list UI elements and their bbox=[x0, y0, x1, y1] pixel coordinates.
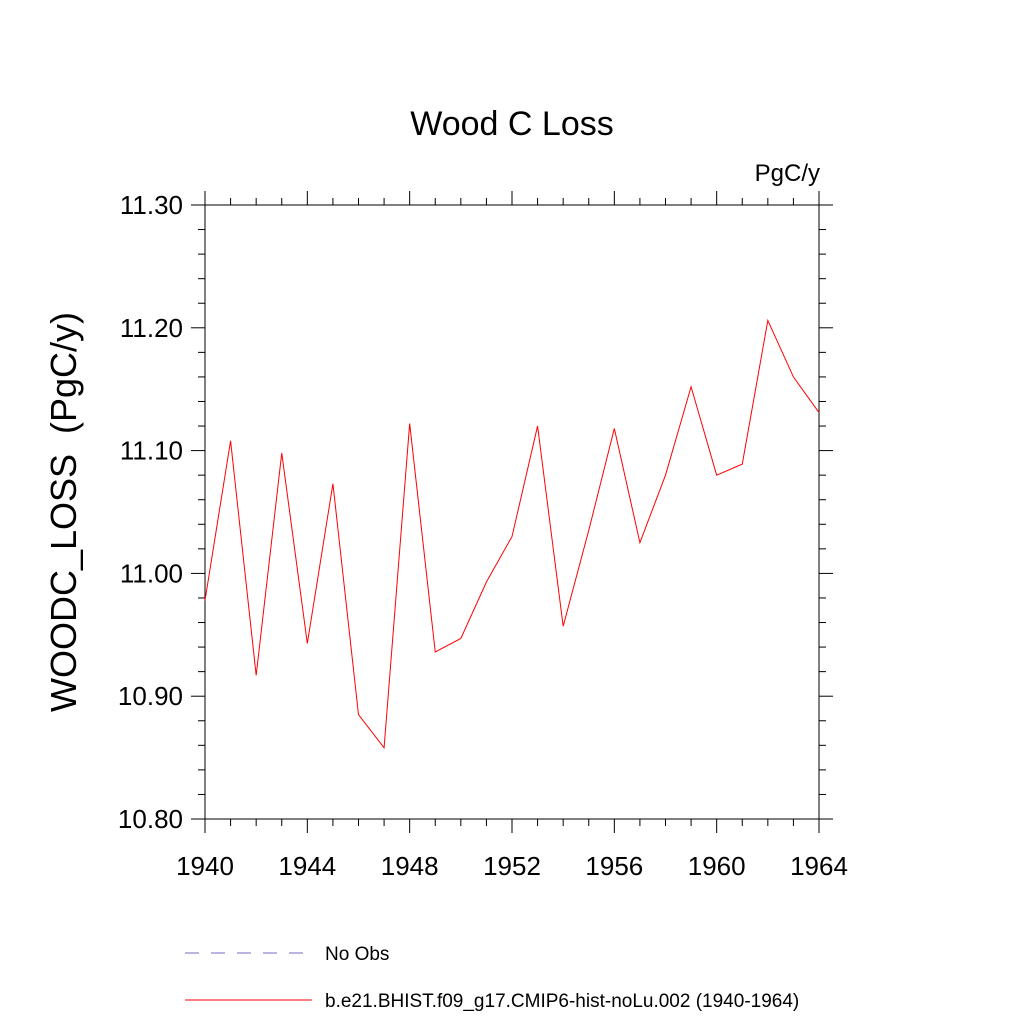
legend-label: No Obs bbox=[325, 944, 389, 965]
axis-ticks bbox=[191, 191, 833, 833]
x-tick-label: 1960 bbox=[688, 851, 746, 881]
x-tick-label: 1956 bbox=[585, 851, 643, 881]
x-tick-label: 1940 bbox=[176, 851, 234, 881]
y-tick-labels: 10.80 10.90 11.00 11.10 11.20 11.30 bbox=[118, 190, 183, 834]
series-group bbox=[204, 318, 820, 750]
plot-frame bbox=[204, 204, 820, 820]
y-tick-label: 11.10 bbox=[120, 436, 183, 466]
y-tick-label: 10.90 bbox=[118, 681, 183, 711]
y-tick-label: 10.80 bbox=[118, 804, 183, 834]
y-tick-label: 11.30 bbox=[120, 190, 183, 220]
chart-title: Wood C Loss bbox=[410, 105, 613, 143]
x-tick-label: 1944 bbox=[278, 851, 336, 881]
legend: No Obs b.e21.BHIST.f09_g17.CMIP6-hist-noL… bbox=[185, 944, 799, 1012]
x-tick-label: 1952 bbox=[483, 851, 541, 881]
x-tick-label: 1948 bbox=[381, 851, 439, 881]
y-tick-label: 11.00 bbox=[120, 558, 183, 588]
y-axis-label: WOODC_LOSS (PgC/y) bbox=[43, 312, 84, 712]
x-tick-labels: 1940 1944 1948 1952 1956 1960 1964 bbox=[176, 851, 848, 881]
x-tick-label: 1964 bbox=[790, 851, 848, 881]
legend-label: b.e21.BHIST.f09_g17.CMIP6-hist-noLu.002 … bbox=[325, 991, 799, 1012]
units-label: PgC/y bbox=[755, 160, 820, 187]
series-line bbox=[204, 318, 820, 750]
y-tick-label: 11.20 bbox=[120, 313, 183, 343]
